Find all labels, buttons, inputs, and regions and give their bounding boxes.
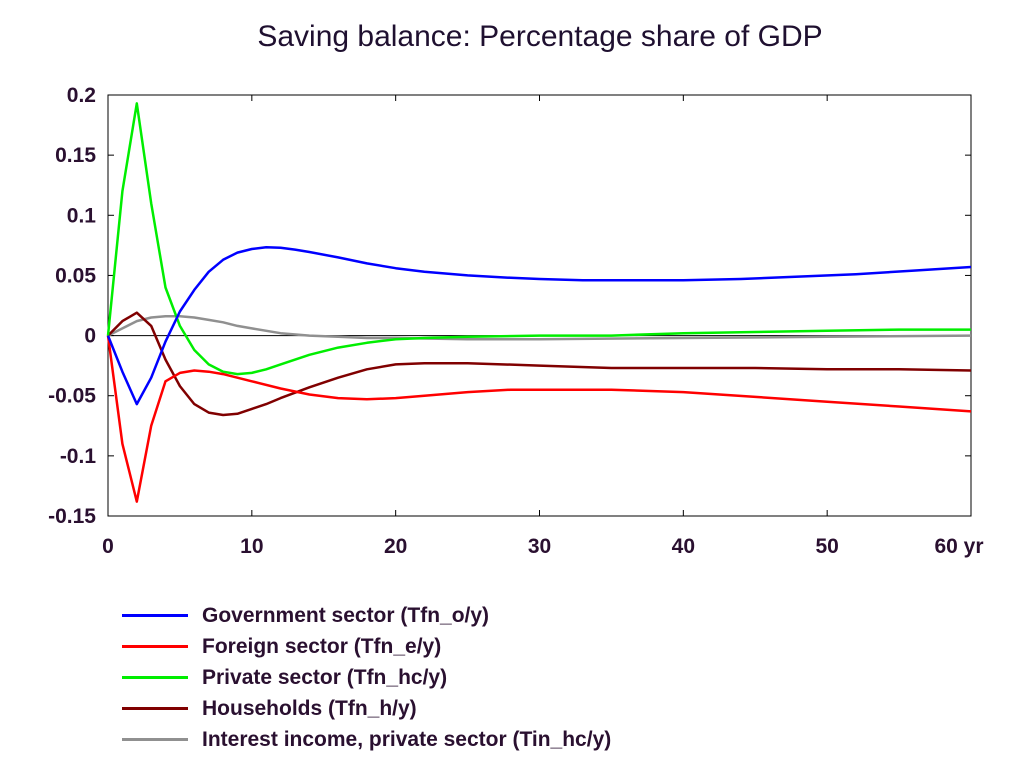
y-tick-label: -0.15 [48,505,96,528]
series-line-1 [106,335,972,503]
legend-swatch [122,645,188,648]
series-line-2 [106,102,971,376]
legend-item: Foreign sector (Tfn_e/y) [122,631,611,662]
y-tick-label: 0.15 [55,144,96,167]
x-tick-label: 60 yr [934,535,983,558]
y-tick-label: 0.05 [55,264,96,287]
legend-item: Private sector (Tfn_hc/y) [122,662,611,693]
series-lines [106,102,972,503]
y-tick-label: -0.1 [60,445,97,468]
series-line-0 [106,245,972,406]
x-tick-label: 30 [528,535,551,558]
x-tick-label: 40 [672,535,695,558]
x-axis-ticks: 0 10 20 30 40 50 60 yr [102,95,984,558]
plot-frame [107,94,972,517]
legend-swatch [122,614,188,617]
legend-label: Government sector (Tfn_o/y) [202,603,490,627]
legend-label: Private sector (Tfn_hc/y) [202,665,448,689]
legend-label: Households (Tfn_h/y) [202,696,417,720]
series-line-4 [107,315,972,341]
y-tick-label: 0 [84,325,96,348]
legend-item: Government sector (Tfn_o/y) [122,600,611,631]
x-tick-label: 20 [384,535,407,558]
legend-swatch [122,738,188,741]
legend: Government sector (Tfn_o/y) Foreign secto… [122,600,611,755]
legend-label: Foreign sector (Tfn_e/y) [202,634,442,658]
chart-title: Saving balance: Percentage share of GDP [257,20,823,53]
legend-swatch [122,676,188,679]
x-tick-label: 0 [102,535,114,558]
line-chart: 0.2 0.15 0.1 0.05 0 -0.05 -0.1 -0.15 0 10 20 30 40 5… [48,84,984,558]
legend-item: Interest income, private sector (Tin_hc/… [122,724,611,755]
x-tick-label: 50 [815,535,838,558]
y-axis-ticks: 0.2 0.15 0.1 0.05 0 -0.05 -0.1 -0.15 [48,84,971,528]
x-tick-label: 10 [240,535,263,558]
y-tick-label: 0.2 [67,84,96,107]
legend-item: Households (Tfn_h/y) [122,693,611,724]
legend-label: Interest income, private sector (Tin_hc/… [202,727,612,751]
y-tick-label: -0.05 [48,385,96,408]
y-tick-label: 0.1 [67,204,97,227]
legend-swatch [122,707,188,710]
plot-border [107,94,972,517]
series-line-3 [107,311,972,417]
